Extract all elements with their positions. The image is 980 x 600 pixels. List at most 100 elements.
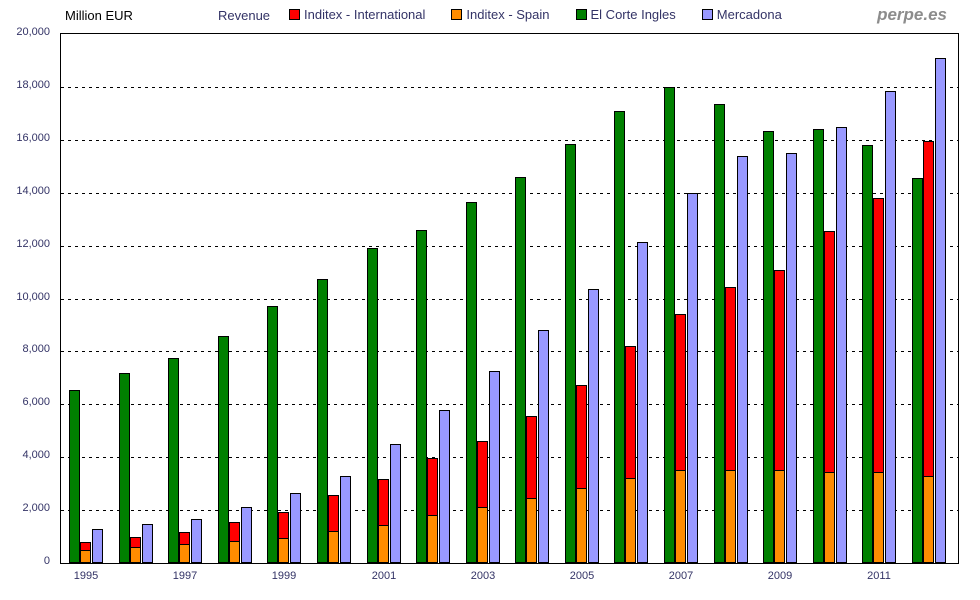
y-tick-label-4000: 4,000 xyxy=(22,449,50,461)
bar-inditex-spain-2005 xyxy=(576,488,587,563)
bar-inditex-spain-1999 xyxy=(278,538,289,563)
y-tick-label-16000: 16,000 xyxy=(16,132,50,144)
bar-inditex-spain-2010 xyxy=(824,472,835,563)
bar-el-corte-ingles-1996 xyxy=(119,373,130,563)
bar-group-2000 xyxy=(317,34,351,563)
bar-el-corte-ingles-2001 xyxy=(367,248,378,563)
y-tick-label-10000: 10,000 xyxy=(16,291,50,303)
legend-label: Inditex - International xyxy=(304,7,426,22)
bar-inditex-international-2008 xyxy=(725,287,736,470)
bar-inditex-spain-1996 xyxy=(130,547,141,563)
gridline-6000 xyxy=(61,404,958,405)
bar-mercadona-2004 xyxy=(538,330,549,563)
bar-inditex-international-2012 xyxy=(923,141,934,476)
legend-item-mercadona: Mercadona xyxy=(701,7,782,22)
bar-inditex-spain-2007 xyxy=(675,470,686,563)
bar-group-2003 xyxy=(466,34,500,563)
x-tick-label-1997: 1997 xyxy=(172,570,198,582)
bar-inditex-international-1999 xyxy=(278,512,289,538)
bar-inditex-international-1995 xyxy=(80,542,91,550)
bar-group-2011 xyxy=(862,34,896,563)
y-tick-label-6000: 6,000 xyxy=(22,396,50,408)
x-tick-label-1995: 1995 xyxy=(73,570,99,582)
plot-area xyxy=(60,33,959,564)
bar-mercadona-2000 xyxy=(340,476,351,563)
bar-group-1998 xyxy=(218,34,252,563)
legend-swatch-mercadona xyxy=(701,9,713,20)
bar-el-corte-ingles-2011 xyxy=(862,145,873,563)
legend-item-el-corte-ingles: El Corte Ingles xyxy=(575,7,676,22)
bar-group-1999 xyxy=(267,34,301,563)
bar-inditex-international-1998 xyxy=(229,522,240,541)
x-tick-label-2011: 2011 xyxy=(867,570,891,582)
bar-el-corte-ingles-1999 xyxy=(267,306,278,563)
bar-el-corte-ingles-2008 xyxy=(714,104,725,563)
bar-group-2004 xyxy=(515,34,549,563)
bar-el-corte-ingles-1997 xyxy=(168,358,179,563)
legend-label: El Corte Ingles xyxy=(590,7,676,22)
bar-el-corte-ingles-2007 xyxy=(664,87,675,563)
legend-label: Mercadona xyxy=(716,7,782,22)
y-axis-title: Million EUR xyxy=(65,8,133,23)
bar-inditex-spain-1995 xyxy=(80,550,91,563)
bar-group-2001 xyxy=(367,34,401,563)
bar-inditex-spain-1998 xyxy=(229,541,240,563)
y-tick-label-0: 0 xyxy=(43,555,50,567)
bar-mercadona-2011 xyxy=(885,91,896,563)
legend-swatch-el-corte-ingles xyxy=(575,9,587,20)
bar-inditex-spain-1997 xyxy=(179,544,190,563)
bar-mercadona-2001 xyxy=(390,444,401,563)
bar-mercadona-2005 xyxy=(588,289,599,563)
y-tick-label-12000: 12,000 xyxy=(16,238,50,250)
bar-inditex-international-2010 xyxy=(824,231,835,472)
bar-mercadona-2003 xyxy=(489,371,500,563)
bar-group-1997 xyxy=(168,34,202,563)
bar-group-2009 xyxy=(763,34,797,563)
bar-group-2005 xyxy=(565,34,599,563)
bar-mercadona-2007 xyxy=(687,193,698,563)
bar-inditex-spain-2012 xyxy=(923,476,934,563)
bar-group-2010 xyxy=(813,34,847,563)
x-tick-label-1999: 1999 xyxy=(271,570,297,582)
bar-inditex-spain-2008 xyxy=(725,470,736,563)
gridline-10000 xyxy=(61,299,958,300)
x-tick-label-2001: 2001 xyxy=(371,570,397,582)
watermark: perpe.es xyxy=(877,5,947,24)
bar-el-corte-ingles-2003 xyxy=(466,202,477,563)
bar-inditex-spain-2009 xyxy=(774,470,785,563)
bar-el-corte-ingles-2005 xyxy=(565,144,576,563)
bar-mercadona-2006 xyxy=(637,242,648,563)
bar-mercadona-1996 xyxy=(142,524,153,563)
legend-item-inditex-spain: Inditex - Spain xyxy=(451,7,550,22)
bar-mercadona-1998 xyxy=(241,507,252,563)
x-tick-label-2003: 2003 xyxy=(470,570,496,582)
bar-inditex-international-2002 xyxy=(427,458,438,515)
x-tick-label-2009: 2009 xyxy=(767,570,793,582)
bar-group-2002 xyxy=(416,34,450,563)
bar-el-corte-ingles-2002 xyxy=(416,230,427,563)
bar-mercadona-2009 xyxy=(786,153,797,563)
bar-inditex-international-2003 xyxy=(477,441,488,507)
bar-inditex-international-2006 xyxy=(625,346,636,478)
chart-title: Revenue xyxy=(218,8,271,23)
bar-el-corte-ingles-2006 xyxy=(614,111,625,563)
gridline-18000 xyxy=(61,87,958,88)
bar-inditex-international-2001 xyxy=(378,479,389,525)
bar-inditex-spain-2006 xyxy=(625,478,636,563)
bar-inditex-international-2005 xyxy=(576,385,587,488)
x-tick-label-2005: 2005 xyxy=(569,570,595,582)
bar-inditex-spain-2011 xyxy=(873,472,884,563)
gridline-16000 xyxy=(61,140,958,141)
bar-mercadona-1995 xyxy=(92,529,103,563)
legend-swatch-inditex-international xyxy=(289,9,300,20)
bar-el-corte-ingles-2010 xyxy=(813,129,824,563)
y-tick-label-14000: 14,000 xyxy=(16,185,50,197)
y-tick-label-8000: 8,000 xyxy=(22,343,50,355)
bar-inditex-international-2009 xyxy=(774,270,785,470)
gridline-12000 xyxy=(61,246,958,247)
bar-el-corte-ingles-1998 xyxy=(218,336,229,563)
bar-group-2007 xyxy=(664,34,698,563)
bar-group-2012 xyxy=(912,34,946,563)
bar-inditex-international-2011 xyxy=(873,198,884,472)
gridline-8000 xyxy=(61,351,958,352)
